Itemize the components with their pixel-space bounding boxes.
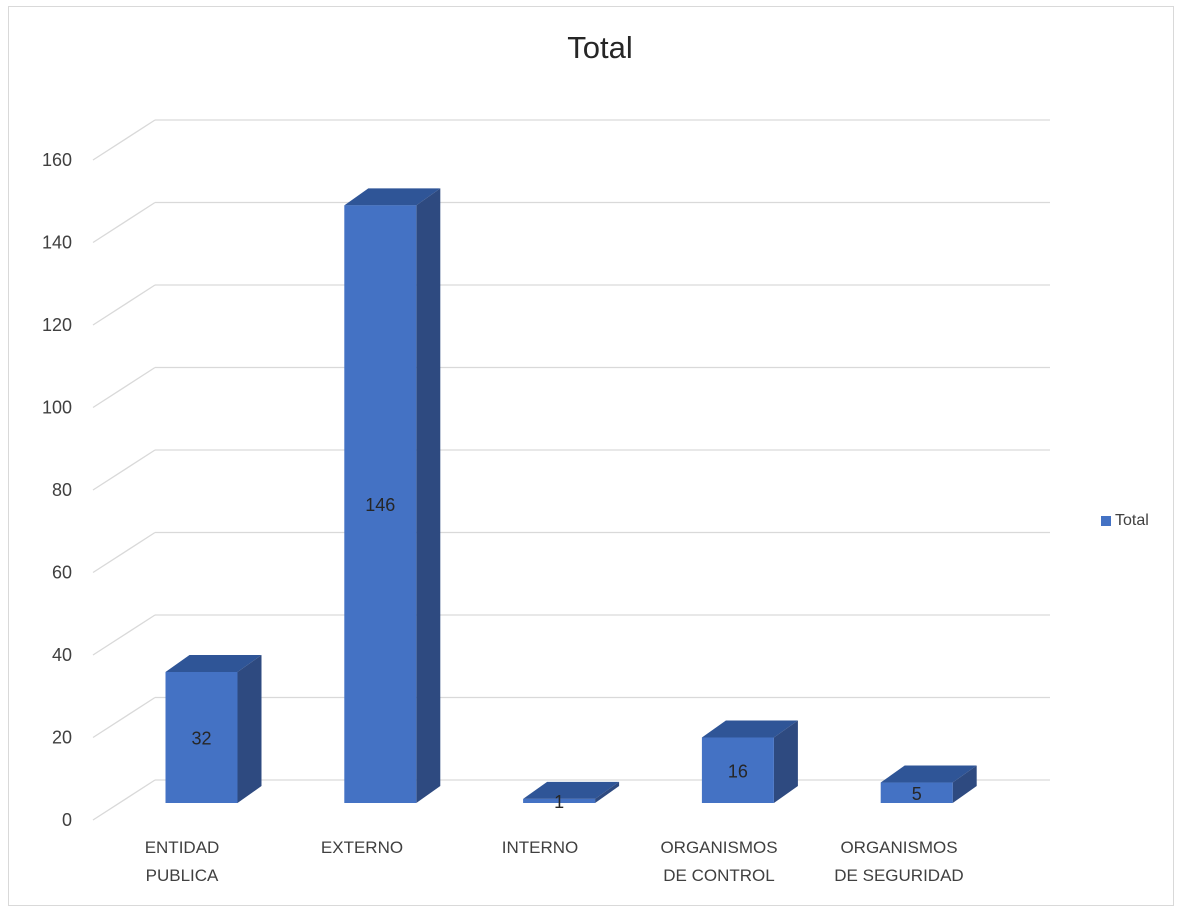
y-tick-label: 160 [42, 150, 72, 170]
y-tick-label: 120 [42, 315, 72, 335]
bar-3: 16 [701, 720, 798, 803]
x-tick-label: EXTERNO [321, 838, 403, 857]
legend-label: Total [1115, 512, 1149, 529]
gridline-diagonal [92, 614, 156, 656]
legend: Total [1101, 512, 1149, 530]
bar-front [880, 782, 953, 803]
bar-4: 5 [880, 765, 977, 804]
y-tick-label: 60 [52, 563, 72, 583]
y-axis-ticks: 0 20 40 60 80 100 120 140 160 [42, 150, 72, 830]
data-label: 146 [365, 495, 395, 515]
gridline-diagonal [92, 449, 156, 491]
x-tick-label: ORGANISMOS [840, 838, 957, 857]
data-label: 32 [191, 729, 211, 749]
gridline-diagonal [92, 201, 156, 244]
x-axis-labels: ENTIDAD PUBLICA EXTERNO INTERNO ORGANISMOS DE… [145, 838, 964, 885]
x-tick-label: ENTIDAD [145, 838, 220, 857]
y-tick-label: 80 [52, 480, 72, 500]
gridline-diagonal [92, 779, 156, 821]
bar-side [595, 781, 620, 803]
gridline-diagonal [92, 531, 156, 574]
gridlines [92, 119, 1050, 821]
data-label: 16 [728, 761, 748, 781]
bar-0: 32 [165, 655, 262, 803]
bar-side [952, 765, 977, 803]
gridline-diagonal [92, 284, 156, 326]
x-tick-label: PUBLICA [146, 866, 219, 885]
bar-top [880, 765, 977, 783]
data-label: 5 [912, 784, 922, 804]
chart-title: Total [567, 30, 633, 65]
bar-top [165, 655, 262, 672]
y-tick-label: 40 [52, 645, 72, 665]
bar-1: 146 [344, 188, 441, 803]
bar-side [237, 655, 262, 803]
y-tick-label: 0 [62, 810, 72, 830]
bar-front [701, 737, 774, 803]
bar-top [344, 188, 441, 206]
bar-side [416, 188, 441, 803]
x-tick-label: ORGANISMOS [660, 838, 777, 857]
bar-2: 1 [523, 781, 620, 812]
x-tick-label: INTERNO [502, 838, 579, 857]
bar-top [701, 720, 798, 738]
legend-swatch [1101, 516, 1111, 526]
bar-front [344, 205, 417, 803]
bar-side [773, 720, 798, 803]
x-tick-label: DE SEGURIDAD [834, 866, 963, 885]
gridline-diagonal [92, 119, 156, 161]
gridline-diagonal [92, 366, 156, 409]
data-label: 1 [554, 792, 564, 812]
x-tick-label: DE CONTROL [663, 866, 774, 885]
gridline-diagonal [92, 696, 156, 739]
bars: 32 146 1 16 5 [165, 188, 977, 812]
y-tick-label: 140 [42, 233, 72, 253]
bar-top [523, 781, 620, 799]
bar-front [165, 672, 238, 803]
y-tick-label: 100 [42, 398, 72, 418]
y-tick-label: 20 [52, 728, 72, 748]
bar-front [523, 798, 596, 803]
